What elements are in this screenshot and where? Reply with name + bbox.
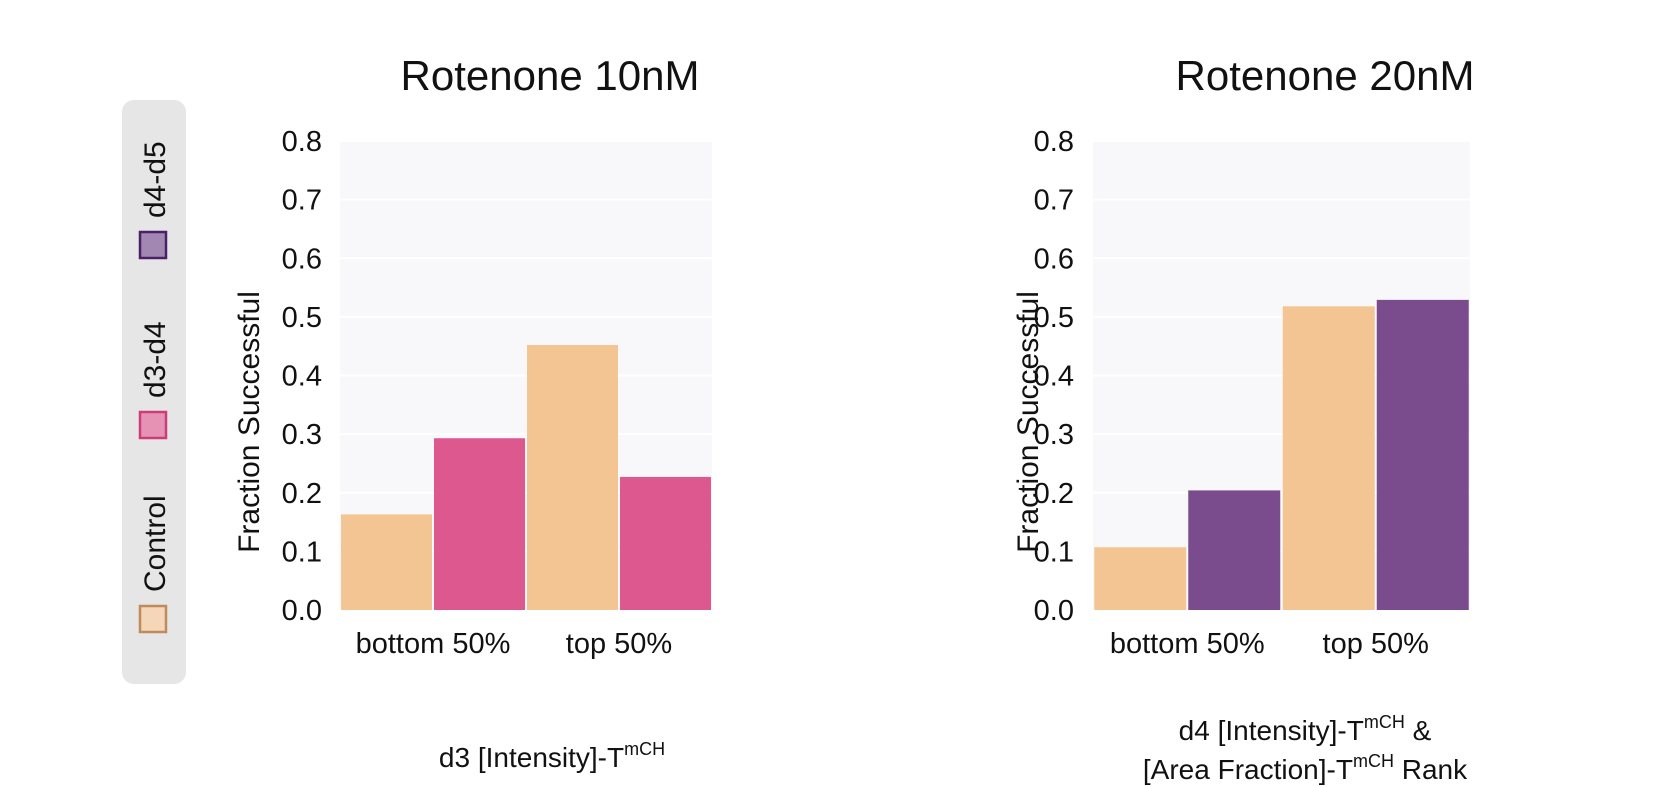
y-axis-label: Fraction Successful: [233, 291, 266, 553]
legend-swatch: [138, 230, 168, 260]
x-tick-label: bottom 50%: [356, 628, 511, 660]
chart-title: Rotenone 10nM: [401, 52, 700, 99]
x-axis-label-line2: [Area Fraction]-TmCH Rank: [1143, 751, 1468, 785]
bar-control: [1282, 306, 1375, 610]
legend-label: d4-d5: [139, 141, 172, 218]
legend-label: Control: [139, 495, 172, 592]
x-tick-label: bottom 50%: [1110, 628, 1265, 660]
chart-title: Rotenone 20nM: [1176, 52, 1475, 99]
y-tick-label: 0.5: [1034, 302, 1074, 334]
bar-d4-d5: [1188, 490, 1281, 610]
bar-control: [341, 514, 432, 610]
y-tick-label: 0.3: [1034, 419, 1074, 451]
legend-swatch: [138, 410, 168, 440]
y-tick-label: 0.6: [282, 243, 322, 275]
x-axis-label-line1: d4 [Intensity]-TmCH &: [1179, 712, 1432, 746]
y-tick-label: 0.0: [282, 595, 322, 627]
y-tick-label: 0.8: [282, 126, 322, 158]
y-tick-label: 0.3: [282, 419, 322, 451]
y-axis-label: Fraction Successful: [1012, 291, 1045, 553]
y-tick-label: 0.6: [1034, 243, 1074, 275]
y-tick-label: 0.8: [1034, 126, 1074, 158]
y-tick-label: 0.7: [1034, 185, 1074, 217]
bar-d3-d4: [620, 476, 711, 610]
x-tick-label: top 50%: [566, 628, 672, 660]
chart-rotenone-20nm: Rotenone 20nM Fraction Successful d4 [In…: [1012, 52, 1474, 785]
legend-background: [122, 100, 186, 684]
legend: Control d3-d4 d4-d5: [122, 100, 186, 684]
x-tick-label: top 50%: [1323, 628, 1429, 660]
chart-rotenone-10nm: Rotenone 10nM Fraction Successful d3 [In…: [233, 52, 712, 773]
y-tick-label: 0.4: [1034, 361, 1074, 393]
y-tick-label: 0.0: [1034, 595, 1074, 627]
bar-d4-d5: [1376, 299, 1469, 610]
x-axis-label: d3 [Intensity]-TmCH: [439, 739, 665, 773]
y-tick-label: 0.2: [1034, 478, 1074, 510]
bar-d3-d4: [434, 438, 525, 610]
y-tick-label: 0.1: [1034, 536, 1074, 568]
y-tick-label: 0.4: [282, 361, 322, 393]
y-tick-label: 0.1: [282, 536, 322, 568]
legend-label: d3-d4: [139, 321, 172, 398]
y-tick-label: 0.5: [282, 302, 322, 334]
bar-control: [1094, 547, 1187, 610]
y-tick-label: 0.7: [282, 185, 322, 217]
y-tick-label: 0.2: [282, 478, 322, 510]
bar-control: [527, 345, 618, 610]
legend-swatch: [138, 604, 168, 634]
